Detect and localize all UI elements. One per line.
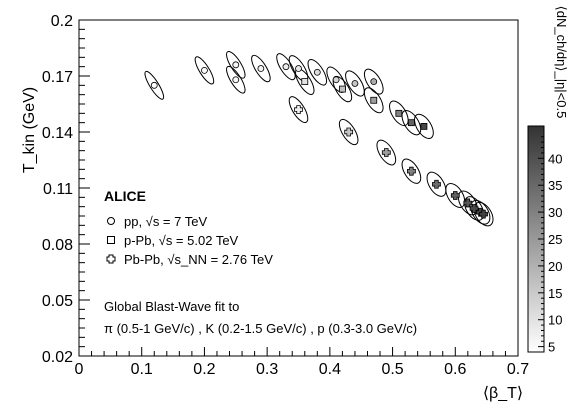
ppb-point: [395, 109, 403, 117]
contour-ellipse: [401, 158, 422, 184]
contour-ellipse: [376, 139, 397, 166]
colorbar-tick-label: 40: [548, 151, 562, 166]
legend-entry-pp: pp, √s = 7 TeV: [107, 214, 207, 229]
pp-point: [232, 61, 240, 69]
ppb-point: [407, 119, 415, 127]
ellipse-layer: [144, 50, 494, 227]
pbpb-point: [344, 127, 354, 137]
pbpb-point: [479, 209, 488, 219]
pp-point: [282, 63, 290, 71]
pp-point: [150, 81, 158, 89]
x-tick-label: 0: [75, 361, 84, 378]
contour-ellipse: [345, 70, 365, 97]
pp-point: [332, 76, 340, 84]
contour-ellipse: [276, 53, 296, 81]
contour-ellipse: [414, 113, 434, 140]
contour-ellipse: [194, 56, 215, 85]
legend-marker-cross: [106, 254, 116, 264]
pbpb-point: [463, 198, 473, 208]
legend-entry-pbpb: Pb-Pb, √s_NN = 2.76 TeV: [106, 252, 273, 267]
contour-ellipse: [226, 65, 246, 94]
y-axis-label: T_kin (GeV): [21, 87, 38, 173]
pp-point: [257, 65, 265, 72]
ppb-point: [370, 96, 378, 104]
colorbar-tick-label: 30: [548, 205, 562, 220]
contour-ellipse: [473, 201, 494, 227]
pbpb-point: [432, 179, 441, 189]
ppb-point: [338, 85, 346, 93]
colorbar-tick-label: 5: [548, 340, 555, 355]
colorbar-ticks: 5 10 15 20 25 30 35 40: [538, 136, 562, 355]
contour-ellipse: [464, 196, 485, 221]
contour-ellipse: [363, 68, 384, 95]
contour-ellipse: [470, 199, 491, 225]
pp-point: [370, 78, 378, 85]
x-axis-label: ⟨β_T⟩: [483, 385, 523, 402]
legend-header: ALICE: [104, 188, 146, 204]
contour-ellipse: [401, 109, 422, 136]
colorbar-tick-label: 35: [548, 178, 562, 193]
colorbar-tick-label: 10: [548, 313, 562, 328]
colorbar-tick-label: 20: [548, 259, 562, 274]
x-tick-label: 0.7: [507, 361, 529, 378]
x-tick-label: 0.6: [444, 361, 466, 378]
pp-point: [313, 68, 321, 76]
contour-ellipse: [288, 96, 309, 124]
legend-entry-ppb: p-Pb, √s = 5.02 TeV: [107, 233, 239, 248]
x-tick-label: 0.2: [193, 361, 215, 378]
pp-point: [232, 76, 240, 84]
y-tick-label: 0.11: [43, 181, 73, 198]
ppb-point: [301, 78, 309, 85]
contour-ellipse: [426, 171, 447, 197]
pbpb-point: [450, 191, 460, 200]
ppb-point: [420, 123, 428, 130]
colorbar-tick-label: 25: [548, 232, 562, 247]
tick-layer: 0 0.1 0.2 0.3 0.4 0.5 0.6 0.7 0.02 0.05 0.08 0.11 0.…: [42, 13, 529, 378]
contour-ellipse: [144, 70, 165, 100]
pp-point: [351, 80, 359, 87]
pp-point: [201, 67, 208, 74]
pbpb-point: [381, 148, 391, 157]
pbpb-point: [294, 105, 303, 114]
y-tick-label: 0.17: [42, 69, 73, 86]
annotation-line2: π (0.5-1 GeV/c) , K (0.2-1.5 GeV/c) , p …: [104, 321, 417, 336]
pbpb-point: [406, 166, 416, 176]
colorbar-tick-label: 15: [548, 286, 562, 301]
legend-label-pp: pp, √s = 7 TeV: [124, 214, 207, 229]
colorbar-title: ⟨dN_ch/dη⟩_|η|<0.5: [554, 6, 569, 119]
x-tick-label: 0.3: [256, 361, 278, 378]
pbpb-point: [469, 204, 479, 213]
pp-point: [295, 65, 302, 72]
x-tick-label: 0.1: [131, 361, 153, 378]
contour-ellipse: [389, 100, 409, 127]
annotation-line1: Global Blast-Wave fit to: [104, 299, 239, 314]
marker-layer: [150, 61, 488, 219]
legend-marker-square: [107, 236, 115, 244]
x-tick-label: 0.5: [381, 361, 403, 378]
x-tick-label: 0.4: [319, 361, 341, 378]
legend-marker-circle: [107, 217, 115, 225]
contour-ellipse: [307, 58, 328, 86]
legend-label-ppb: p-Pb, √s = 5.02 TeV: [124, 233, 239, 248]
y-tick-label: 0.02: [42, 349, 73, 366]
contour-ellipse: [251, 54, 271, 83]
contour-ellipse: [338, 118, 359, 146]
y-tick-label: 0.2: [51, 13, 73, 30]
y-tick-label: 0.08: [42, 237, 73, 254]
legend-label-pbpb: Pb-Pb, √s_NN = 2.76 TeV: [124, 252, 273, 267]
contour-ellipse: [363, 87, 384, 114]
y-tick-label: 0.05: [42, 293, 73, 310]
y-tick-label: 0.14: [42, 125, 73, 142]
